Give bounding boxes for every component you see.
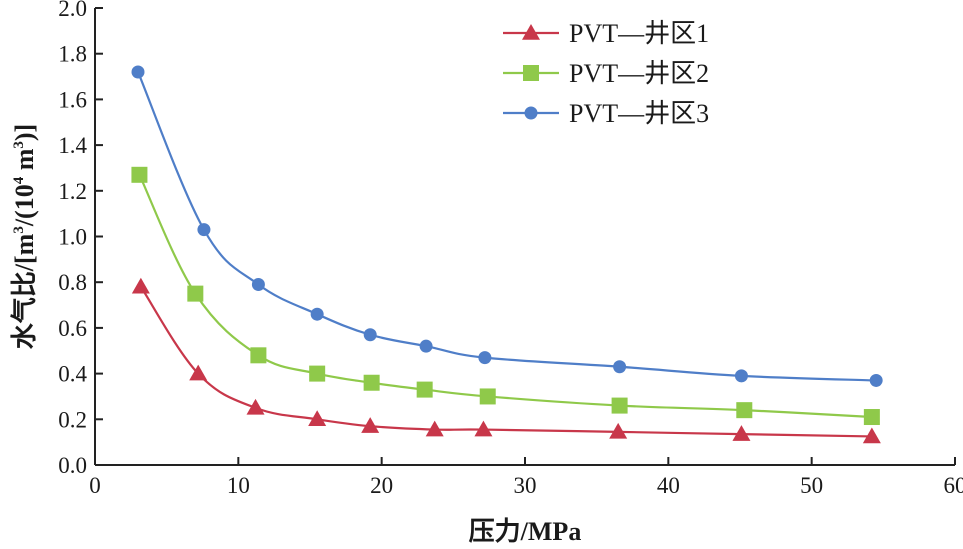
data-point	[197, 223, 211, 237]
data-point	[613, 360, 627, 374]
data-point	[416, 381, 433, 398]
data-point	[862, 427, 881, 444]
data-point	[246, 398, 265, 415]
data-point	[611, 397, 628, 414]
series-2	[131, 166, 880, 426]
y-axis-title-close: )]	[10, 124, 39, 141]
y-axis-title-end: m	[10, 148, 39, 177]
legend-label: PVT—井区2	[569, 59, 709, 88]
y-tick-label: 0.2	[58, 407, 87, 432]
data-point	[309, 365, 326, 382]
data-point	[250, 347, 267, 364]
legend: PVT—井区1 PVT—井区2 PVT—井区3	[503, 19, 709, 128]
data-point	[479, 388, 496, 405]
data-point	[363, 328, 377, 342]
y-axis-title-sup1: 3	[11, 226, 27, 234]
data-point	[361, 417, 380, 433]
y-tick-label: 2.0	[58, 0, 87, 21]
x-tick-label: 30	[514, 473, 537, 498]
data-point	[131, 277, 150, 294]
data-point	[609, 422, 628, 439]
data-point	[131, 166, 148, 183]
legend-label: PVT—井区3	[569, 99, 709, 128]
x-tick-label: 50	[800, 473, 823, 498]
y-tick-label: 1.0	[58, 225, 87, 250]
y-axis-title-mid: /(10	[10, 184, 39, 227]
legend-marker	[524, 106, 538, 120]
y-tick-label: 0.0	[58, 453, 87, 478]
data-point	[736, 402, 753, 419]
series-line	[136, 71, 877, 382]
data-point	[732, 425, 751, 441]
legend-marker	[523, 65, 539, 81]
data-point	[189, 364, 208, 381]
y-tick-label: 1.2	[58, 179, 87, 204]
x-tick-label: 0	[89, 473, 101, 498]
x-tick-label: 60	[944, 473, 963, 498]
data-point	[474, 420, 493, 437]
data-point	[363, 374, 380, 391]
y-axis-title-sup3: 3	[11, 141, 27, 149]
y-axis-title-sup2: 4	[11, 176, 27, 184]
series-1	[131, 277, 881, 444]
legend-marker	[522, 24, 540, 40]
series-line	[138, 174, 872, 419]
data-point	[251, 277, 265, 291]
y-tick-label: 1.4	[58, 133, 87, 158]
data-point	[131, 65, 145, 79]
y-axis-title: 水气比/[m3/(104 m3)]	[9, 124, 39, 349]
data-point	[734, 369, 748, 383]
data-point	[425, 420, 444, 437]
legend-item: PVT—井区3	[503, 99, 709, 128]
x-tick-label: 10	[227, 473, 250, 498]
y-axis-title-main: 水气比/[m	[9, 233, 39, 349]
y-tick-label: 1.8	[58, 42, 87, 67]
x-axis-title: 压力/MPa	[469, 517, 582, 546]
data-point	[310, 307, 324, 321]
data-point	[869, 373, 883, 387]
data-point	[187, 285, 204, 302]
x-tick-label: 20	[370, 473, 393, 498]
series-layer	[131, 65, 883, 444]
data-point	[478, 351, 492, 365]
x-tick-label: 40	[657, 473, 680, 498]
y-tick-label: 0.4	[58, 362, 87, 387]
data-point	[419, 339, 433, 353]
legend-label: PVT—井区1	[569, 19, 709, 48]
legend-item: PVT—井区1	[503, 19, 709, 48]
y-tick-label: 0.8	[58, 270, 87, 295]
data-point	[308, 410, 327, 427]
legend-item: PVT—井区2	[503, 59, 709, 88]
y-tick-label: 1.6	[58, 87, 87, 112]
y-ticks: 0.0 0.2 0.4 0.6 0.8 1.0 1.2 1.4 1.6 1.8 2.0	[58, 0, 103, 478]
y-tick-label: 0.6	[58, 316, 87, 341]
series-3	[131, 65, 883, 387]
x-ticks: 0 10 20 30 40 50 60	[89, 457, 963, 498]
data-point	[863, 409, 880, 426]
